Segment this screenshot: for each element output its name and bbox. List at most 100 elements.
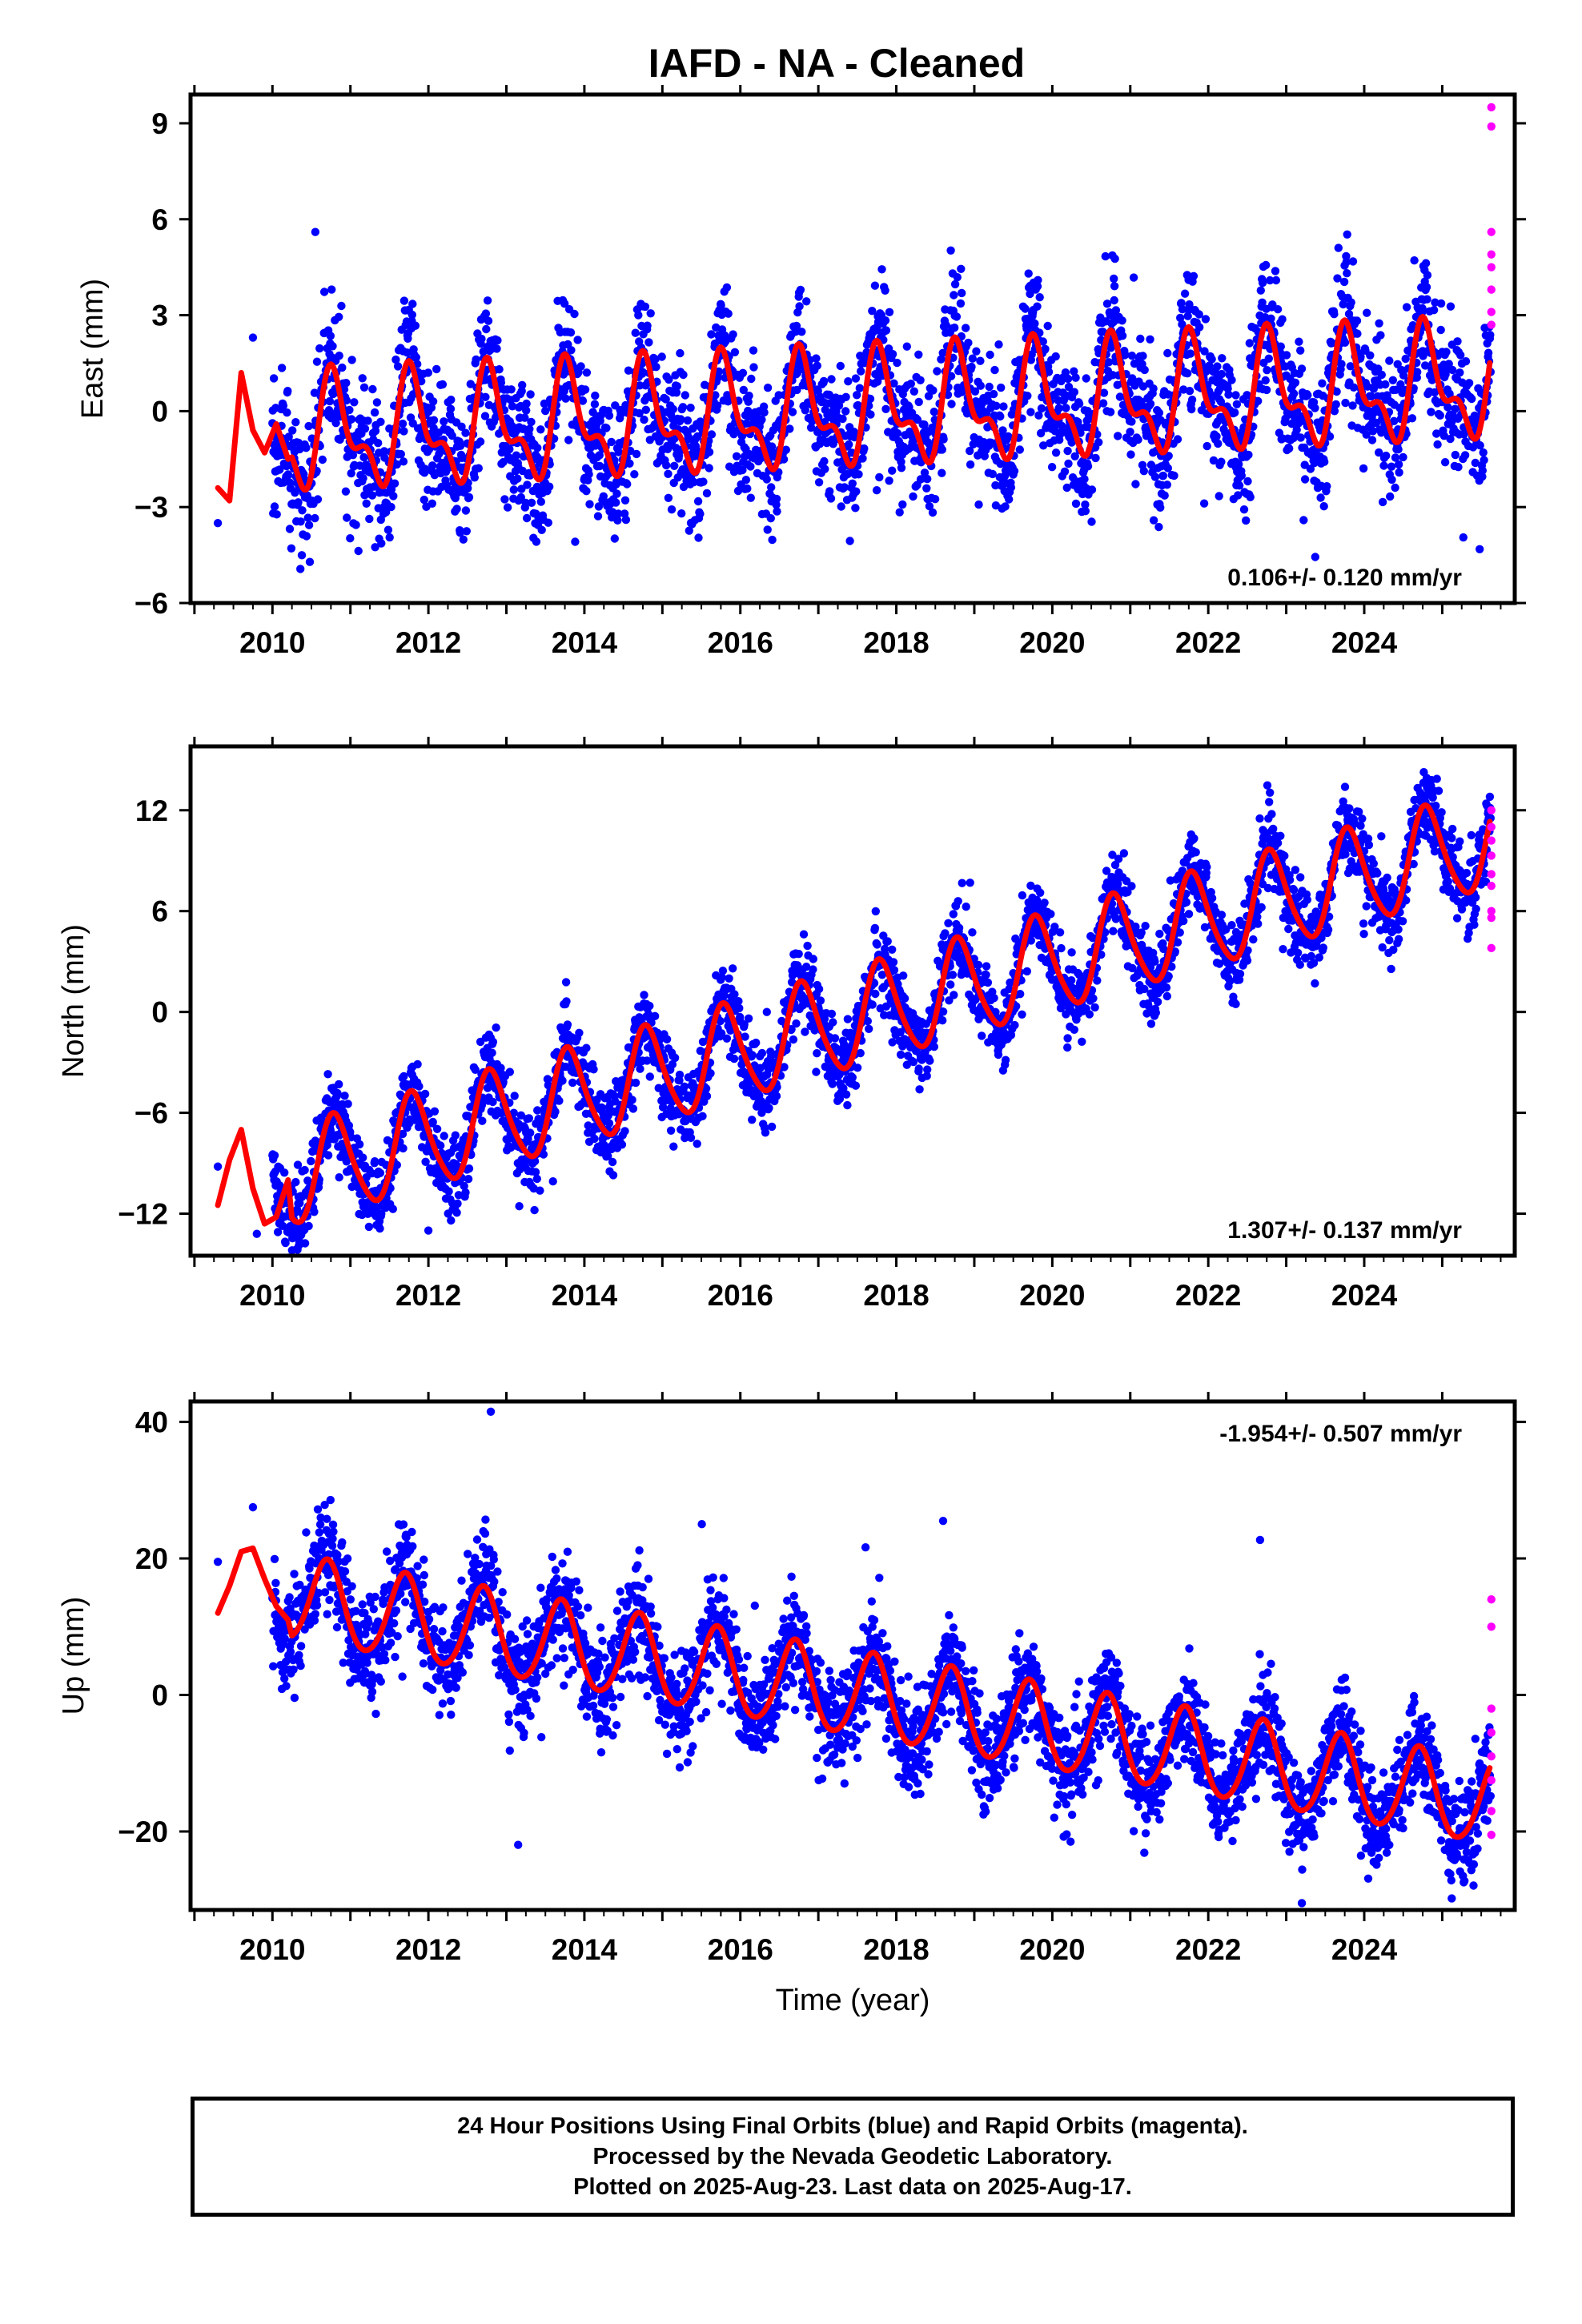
east-final-point <box>1150 472 1160 481</box>
east-rapid-point <box>1487 320 1496 329</box>
north-final-point <box>323 1070 332 1079</box>
east-final-point <box>1231 391 1240 400</box>
east-final-point <box>363 416 372 425</box>
east-final-point <box>339 385 349 394</box>
east-final-point <box>612 489 621 498</box>
east-final-point <box>507 385 516 394</box>
east-final-point <box>1110 274 1118 283</box>
east-final-point <box>311 513 319 523</box>
east-final-point <box>705 464 713 472</box>
east-final-point <box>996 412 1005 421</box>
east-final-point <box>1158 471 1168 480</box>
east-final-point <box>1421 361 1430 370</box>
east-rapid-point <box>1487 263 1496 271</box>
east-final-point <box>768 535 777 545</box>
east-final-point <box>610 534 619 543</box>
north-final-point <box>873 940 881 949</box>
east-final-point <box>1337 360 1346 368</box>
east-final-point <box>457 422 466 431</box>
east-final-point <box>897 464 906 472</box>
east-final-point <box>1390 416 1399 425</box>
east-final-point <box>946 372 956 380</box>
north-final-point <box>526 1128 535 1137</box>
east-final-point <box>284 432 293 441</box>
east-final-point <box>667 505 677 514</box>
east-final-point <box>461 506 471 515</box>
east-final-point <box>1386 492 1395 501</box>
north-final-point <box>548 1177 557 1186</box>
east-final-point <box>1081 507 1090 516</box>
east-final-point <box>400 427 408 436</box>
east-final-point <box>902 342 912 351</box>
east-final-point <box>408 419 417 428</box>
east-final-point <box>966 446 974 456</box>
east-final-point <box>885 476 893 485</box>
east-final-point <box>646 309 655 318</box>
east-final-point <box>527 417 536 427</box>
east-final-point <box>1330 407 1339 416</box>
east-final-point <box>713 401 722 410</box>
east-final-point <box>1331 400 1340 409</box>
east-final-point <box>913 415 922 424</box>
north-final-point <box>551 1108 560 1116</box>
north-final-point <box>562 997 571 1006</box>
east-final-point <box>813 361 821 370</box>
east-final-point <box>570 309 579 319</box>
east-final-point <box>1443 403 1452 412</box>
east-final-point <box>277 364 287 372</box>
east-final-point <box>1334 243 1343 252</box>
east-final-point <box>956 299 966 308</box>
east-final-point <box>326 332 335 340</box>
north-final-point <box>812 1068 821 1076</box>
north-final-point <box>828 1080 837 1088</box>
east-final-point <box>707 330 716 339</box>
north-final-point <box>335 1173 343 1182</box>
east-final-point <box>875 472 884 482</box>
east-final-point <box>1296 346 1305 355</box>
east-final-point <box>947 400 956 408</box>
east-final-point <box>1273 305 1283 314</box>
east-final-point <box>906 380 916 388</box>
east-final-point <box>1126 428 1134 436</box>
east-final-point <box>476 437 485 446</box>
east-final-point <box>482 324 491 334</box>
east-final-point <box>996 460 1005 468</box>
east-final-point <box>1282 351 1291 360</box>
east-final-point <box>958 388 966 396</box>
east-final-point <box>335 312 343 321</box>
east-final-point <box>739 385 748 395</box>
east-final-point <box>845 440 853 449</box>
east-final-point <box>1154 408 1164 417</box>
east-final-point <box>571 537 580 546</box>
east-final-point <box>657 352 666 361</box>
east-final-point <box>1098 399 1108 408</box>
east-final-point <box>652 363 661 372</box>
east-final-point <box>1189 271 1199 280</box>
east-final-point <box>408 300 417 308</box>
north-final-point <box>310 1208 319 1216</box>
east-final-point <box>1316 493 1325 502</box>
east-final-point <box>505 444 514 454</box>
east-final-point <box>1146 460 1156 469</box>
east-final-point <box>1138 352 1147 360</box>
east-final-point <box>593 512 603 521</box>
east-final-point <box>1268 300 1277 309</box>
east-final-point <box>1352 316 1362 325</box>
east-final-point <box>428 499 436 508</box>
north-final-point <box>532 1174 541 1184</box>
east-final-point <box>459 535 468 544</box>
east-final-point <box>1149 516 1158 525</box>
east-rapid-point <box>1487 122 1496 131</box>
north-final-point <box>809 955 817 963</box>
east-final-point <box>1213 362 1222 371</box>
east-final-point <box>1203 441 1211 451</box>
east-final-point <box>462 527 471 536</box>
east-final-point <box>1035 293 1044 302</box>
east-final-point <box>303 513 312 522</box>
east-final-point <box>888 350 897 359</box>
east-final-point <box>1267 314 1275 323</box>
east-final-point <box>946 246 955 255</box>
east-final-point <box>738 368 748 377</box>
east-final-point <box>432 364 441 374</box>
east-final-point <box>342 396 351 405</box>
